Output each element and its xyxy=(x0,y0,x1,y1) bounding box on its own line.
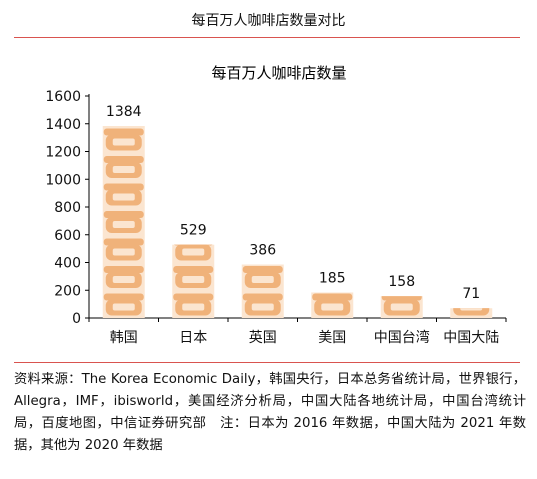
y-tick-label: 1400 xyxy=(45,117,81,133)
coffee-cup-icon xyxy=(174,244,213,261)
y-tick-label: 1200 xyxy=(45,145,81,161)
coffee-cup-icon xyxy=(242,293,283,316)
data-label: 1384 xyxy=(106,104,142,120)
data-label: 185 xyxy=(319,270,346,286)
coffee-cup-icon xyxy=(103,293,144,316)
y-tick-label: 0 xyxy=(72,311,81,327)
data-label: 386 xyxy=(249,242,276,258)
y-tick-label: 800 xyxy=(54,200,81,216)
bar-chart: 每百万人咖啡店数量 02004006008001000120014001600 … xyxy=(45,64,507,346)
coffee-cup-icon xyxy=(451,266,491,288)
source-note: 资料来源：The Korea Economic Daily，韩国央行，日本总务省… xyxy=(14,372,526,453)
data-label: 158 xyxy=(388,274,415,290)
data-label: 71 xyxy=(462,286,480,302)
coffee-cup-icon xyxy=(312,293,353,316)
coffee-cup-icon xyxy=(453,308,490,316)
x-tick-label: 英国 xyxy=(249,329,277,346)
coffee-cup-icon xyxy=(381,296,422,316)
coffee-cup-icon xyxy=(242,266,283,288)
coffee-cup-icon xyxy=(103,211,144,233)
coffee-cup-icon xyxy=(173,293,214,316)
figure-title: 每百万人咖啡店数量对比 xyxy=(191,13,346,29)
coffee-cup-icon xyxy=(103,156,144,178)
x-tick-label: 韩国 xyxy=(110,330,138,346)
y-tick-label: 600 xyxy=(54,228,81,244)
x-tick-label: 日本 xyxy=(179,330,207,346)
coffee-cup-icon xyxy=(173,266,214,288)
x-tick-label: 中国台湾 xyxy=(374,329,430,346)
bar-1 xyxy=(102,125,145,318)
y-tick-label: 1000 xyxy=(45,172,81,188)
x-tick-label: 美国 xyxy=(318,330,346,346)
bar-6 xyxy=(450,266,493,318)
y-tick-label: 200 xyxy=(54,283,81,299)
coffee-cup-icon xyxy=(103,183,144,206)
y-tick-label: 1600 xyxy=(45,89,81,105)
coffee-cup-icon xyxy=(103,128,144,151)
bar-4 xyxy=(311,292,354,318)
bar-2 xyxy=(172,244,215,318)
y-tick-label: 400 xyxy=(54,256,81,272)
x-tick-label: 中国大陆 xyxy=(443,330,499,346)
top-divider xyxy=(14,37,520,38)
chart-title: 每百万人咖啡店数量 xyxy=(211,64,346,82)
coffee-cup-icon xyxy=(103,266,144,288)
bottom-divider xyxy=(14,362,520,363)
coffee-cup-icon xyxy=(103,238,144,261)
bar-3 xyxy=(241,264,284,318)
data-label: 529 xyxy=(180,223,207,239)
bar-5 xyxy=(380,296,423,318)
